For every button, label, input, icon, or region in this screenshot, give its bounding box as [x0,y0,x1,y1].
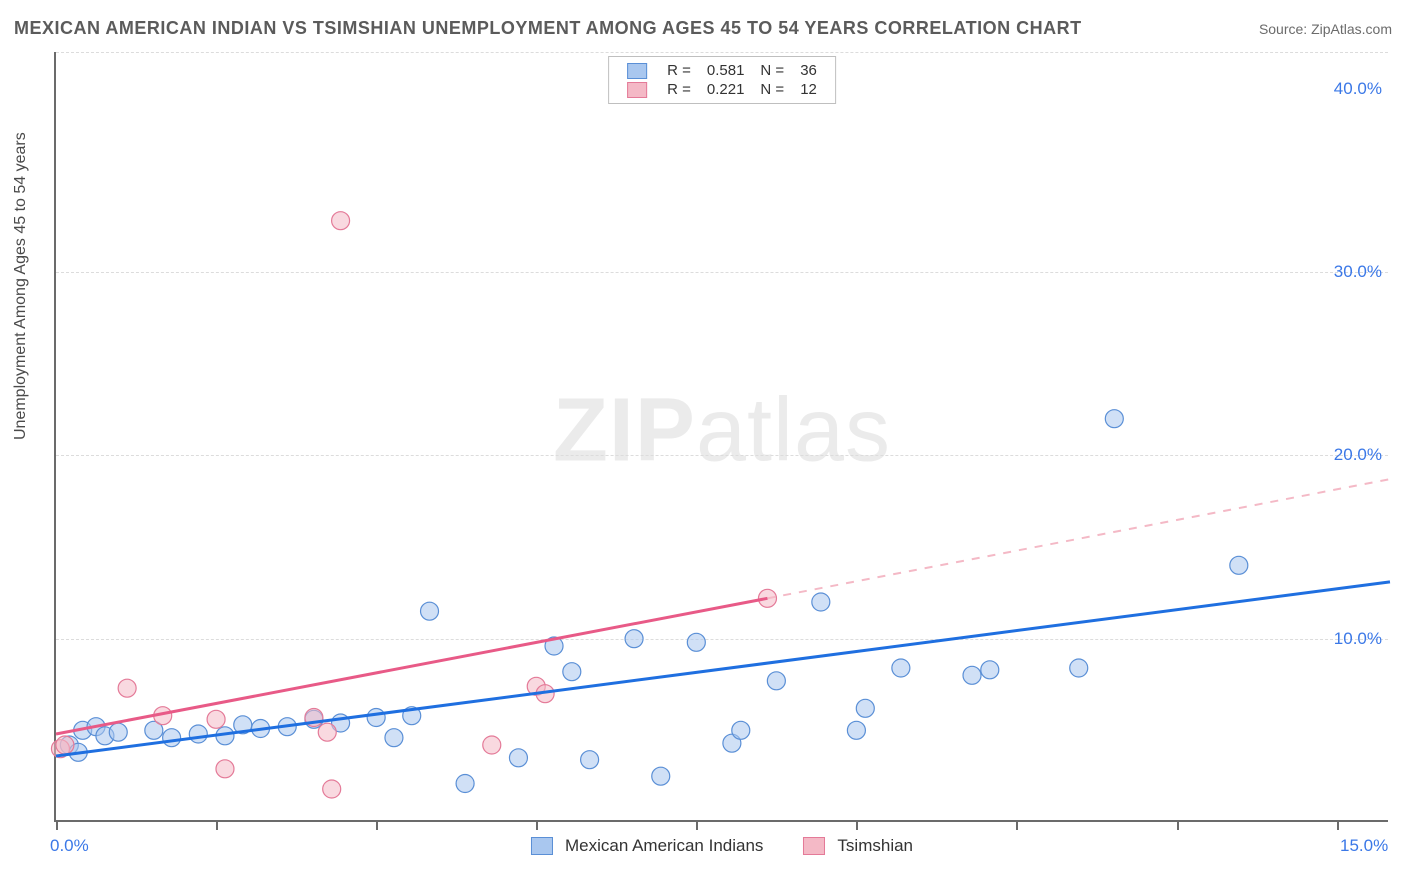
source-label: Source: ZipAtlas.com [1259,21,1392,37]
legend-r-value: 0.221 [699,80,753,99]
data-point [767,672,785,690]
y-axis-label: Unemployment Among Ages 45 to 54 years [12,132,30,440]
data-point [483,736,501,754]
data-point [732,721,750,739]
data-point [652,767,670,785]
data-point [1105,410,1123,428]
data-point [812,593,830,611]
data-point [892,659,910,677]
legend-r-label: R = [659,80,699,99]
legend-n-value: 12 [792,80,825,99]
data-point [56,736,74,754]
legend-correlation-row: R =0.581N =36 [619,61,825,80]
legend-series-item: Tsimshian [803,836,913,856]
x-tick [696,820,698,830]
legend-correlation-row: R =0.221N =12 [619,80,825,99]
data-point [118,679,136,697]
data-point [367,709,385,727]
legend-swatch [619,80,659,99]
data-point [981,661,999,679]
x-tick [536,820,538,830]
data-point [581,751,599,769]
data-point [216,760,234,778]
data-point [687,633,705,651]
data-point [332,212,350,230]
data-point [856,699,874,717]
legend-swatch [531,837,553,855]
legend-n-label: N = [752,80,792,99]
data-point [207,710,225,728]
legend-series-label: Tsimshian [837,836,913,856]
data-point [1230,556,1248,574]
legend-correlation: R =0.581N =36R =0.221N =12 [608,56,836,104]
data-point [1070,659,1088,677]
scatter-plot-svg [56,52,1388,820]
legend-swatch [803,837,825,855]
legend-correlation-table: R =0.581N =36R =0.221N =12 [619,61,825,99]
legend-series-label: Mexican American Indians [565,836,763,856]
data-point [109,723,127,741]
data-point [847,721,865,739]
data-point [318,723,336,741]
title-bar: MEXICAN AMERICAN INDIAN VS TSIMSHIAN UNE… [14,18,1392,39]
x-tick [56,820,58,830]
legend-n-value: 36 [792,61,825,80]
regression-line-extension [767,479,1390,598]
data-point [421,602,439,620]
legend-series-item: Mexican American Indians [531,836,763,856]
x-tick-label: 15.0% [1340,836,1388,856]
chart-title: MEXICAN AMERICAN INDIAN VS TSIMSHIAN UNE… [14,18,1082,39]
data-point [456,775,474,793]
data-point [625,630,643,648]
x-tick [856,820,858,830]
x-tick [1016,820,1018,830]
data-point [563,663,581,681]
x-tick [1177,820,1179,830]
legend-n-label: N = [752,61,792,80]
x-tick [216,820,218,830]
data-point [323,780,341,798]
plot-area: ZIPatlas 10.0%20.0%30.0%40.0% 0.0%15.0% … [54,52,1388,822]
x-tick-label: 0.0% [50,836,89,856]
data-point [509,749,527,767]
legend-r-label: R = [659,61,699,80]
data-point [163,729,181,747]
legend-r-value: 0.581 [699,61,753,80]
data-point [385,729,403,747]
legend-swatch [619,61,659,80]
x-tick [1337,820,1339,830]
data-point [189,725,207,743]
legend-series: Mexican American Indians Tsimshian [531,836,913,856]
data-point [963,666,981,684]
x-tick [376,820,378,830]
